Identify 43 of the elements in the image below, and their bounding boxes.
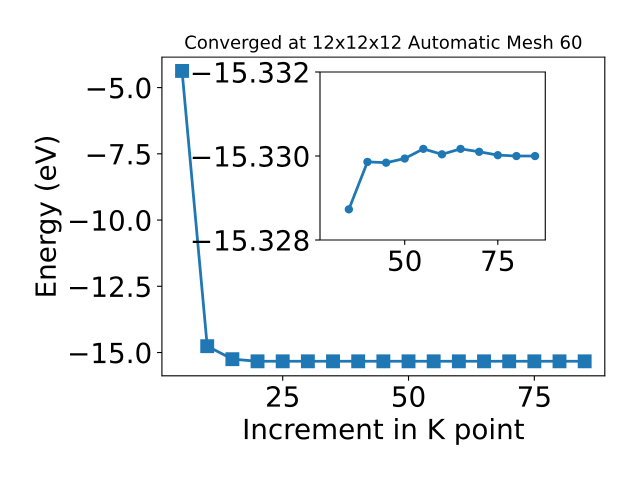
x-tick-label: 75 bbox=[518, 386, 550, 408]
point bbox=[276, 354, 290, 368]
point bbox=[250, 354, 264, 368]
point bbox=[452, 354, 466, 368]
point bbox=[552, 354, 566, 368]
point bbox=[494, 150, 502, 160]
point bbox=[402, 354, 416, 368]
y-axis-title: Energy (eV) bbox=[34, 136, 62, 296]
point bbox=[382, 158, 390, 167]
point bbox=[326, 354, 340, 368]
point bbox=[477, 354, 491, 368]
point bbox=[426, 354, 441, 368]
point bbox=[400, 154, 409, 163]
x-axis-title: Increment in K point bbox=[244, 418, 524, 445]
point bbox=[502, 354, 516, 368]
point bbox=[438, 150, 446, 158]
point bbox=[344, 205, 354, 214]
point bbox=[419, 144, 428, 154]
point bbox=[175, 64, 189, 78]
x-tick-label: 25 bbox=[267, 386, 298, 408]
point bbox=[530, 152, 540, 160]
x-tick-label: 50 bbox=[389, 250, 421, 272]
point bbox=[376, 354, 390, 368]
x-tick-label: 50 bbox=[392, 386, 424, 408]
point bbox=[300, 354, 315, 368]
point bbox=[351, 354, 366, 368]
point bbox=[527, 354, 542, 368]
point bbox=[363, 158, 372, 166]
y-tick-label: −15.332 bbox=[192, 62, 308, 83]
y-tick-label: −7.5 bbox=[88, 144, 150, 165]
point bbox=[456, 144, 465, 154]
point bbox=[225, 352, 240, 366]
point bbox=[578, 354, 592, 368]
point bbox=[512, 152, 521, 160]
point bbox=[475, 148, 484, 156]
y-tick-label: −15.330 bbox=[192, 146, 308, 167]
point bbox=[200, 339, 214, 354]
y-tick-label: −10.0 bbox=[70, 210, 150, 232]
x-tick-label: 75 bbox=[482, 250, 514, 272]
y-tick-label: −15.0 bbox=[70, 342, 150, 364]
y-tick-label: −12.5 bbox=[70, 276, 150, 298]
chart-title: Converged at 12x12x12 Automatic Mesh 60 bbox=[185, 35, 582, 53]
y-tick-label: −5.0 bbox=[88, 78, 150, 99]
